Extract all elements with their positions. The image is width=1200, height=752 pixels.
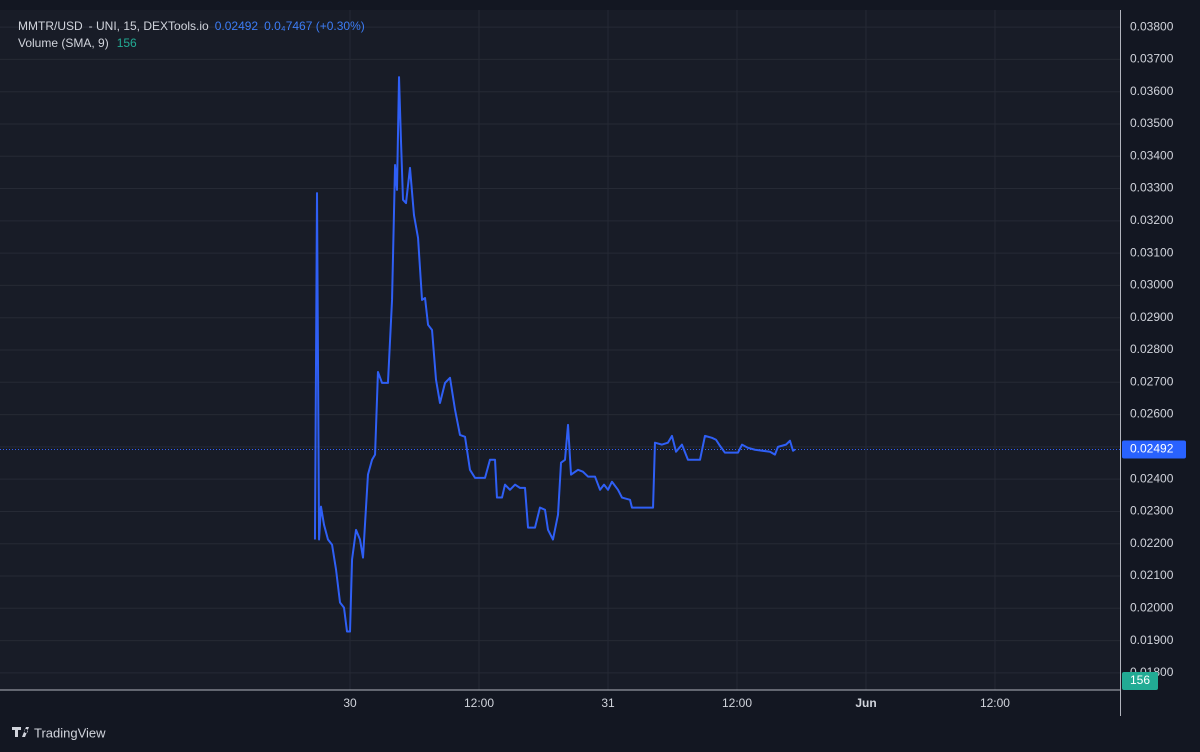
y-tick-label: 0.02300 [1130,504,1174,518]
y-tick-label: 0.03200 [1130,213,1174,227]
symbol: MMTR/USD - UNI, 15, DEXTools.io 0.02492 0.0… [18,19,365,33]
last-price-badge [1122,440,1186,459]
price: 0.02492 [215,19,259,33]
x-tick-label: 12:00 [464,696,494,710]
volume-badge-text: 156 [1130,673,1150,687]
x-tick-label: 12:00 [980,696,1010,710]
x-tick-label: Jun [855,696,876,710]
volume-badge [1122,672,1158,690]
brand-logo [12,727,29,737]
y-tick-label: 0.02200 [1130,536,1174,550]
y-tick-label: 0.02800 [1130,342,1174,356]
volume-value: 156 [117,36,137,50]
last-price-label: 0.02492 [1130,442,1174,456]
symbol-source: - UNI, 15, DEXTools.io [89,19,209,33]
brand-name: TradingView [34,725,106,740]
y-tick-label: 0.03800 [1130,19,1174,33]
x-tick-label: 12:00 [722,696,752,710]
symbol-name: MMTR/USD [18,19,83,33]
y-tick-label: 0.03000 [1130,278,1174,292]
y-tick-label: 0.02600 [1130,407,1174,421]
plot [0,76,1120,633]
y-tick-label: 0.02100 [1130,568,1174,582]
y-tick-label: 0.03700 [1130,52,1174,66]
y-tick-label: 0.02400 [1130,471,1174,485]
y-tick-label: 0.03100 [1130,245,1174,259]
price-line [313,76,796,633]
x-tick-label: 31 [601,696,615,710]
y-tick-label: 0.02700 [1130,374,1174,388]
price-change: 0.0₄7467 (+0.30%) [264,19,365,33]
y-tick-label: 0.03400 [1130,148,1174,162]
y-tick-label: 0.02000 [1130,600,1174,614]
volume-legend: Volume (SMA, 9) 156 [18,36,137,50]
y-tick-label: 0.02900 [1130,310,1174,324]
y-tick-label: 0.01900 [1130,633,1174,647]
y-tick-label: 0.03300 [1130,181,1174,195]
volume-label: Volume (SMA, 9) [18,36,109,50]
y-tick-label: 0.03500 [1130,116,1174,130]
brand: TradingView [12,725,106,740]
x-tick-label: 30 [343,696,357,710]
y-tick-label: 0.03600 [1130,84,1174,98]
